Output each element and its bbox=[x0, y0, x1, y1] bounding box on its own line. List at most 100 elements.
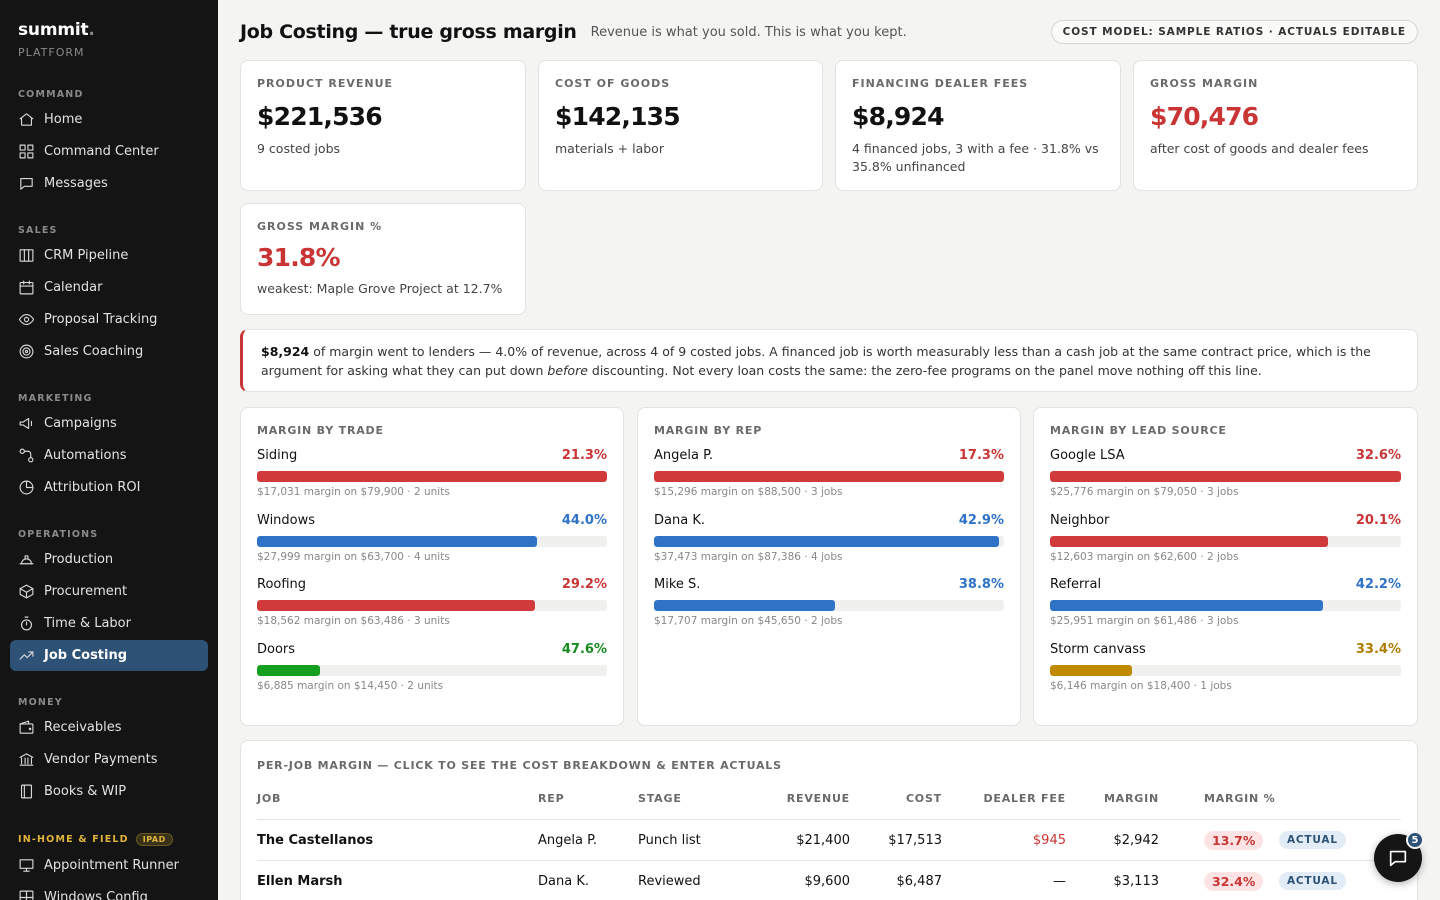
margin-row-detail: $12,603 margin on $62,600 · 2 jobs bbox=[1050, 550, 1239, 563]
sidebar-item-label: CRM Pipeline bbox=[44, 248, 129, 263]
sidebar-item-label: Automations bbox=[44, 448, 127, 463]
margin-bar-fill bbox=[257, 535, 537, 547]
margin-row-name: Referral bbox=[1050, 577, 1102, 592]
box-icon bbox=[19, 584, 34, 599]
kpi-note: materials + labor bbox=[555, 141, 664, 156]
brand-subtitle: PLATFORM bbox=[18, 46, 85, 59]
nav-section-heading: MARKETING bbox=[18, 393, 93, 404]
kpi-value: $142,135 bbox=[555, 102, 681, 131]
job-revenue: $21,400 bbox=[796, 832, 850, 848]
callout-text: of margin went to lenders — 4.0% of reve… bbox=[261, 344, 1371, 378]
kpi-value: 31.8% bbox=[257, 243, 341, 272]
trend-icon bbox=[19, 651, 34, 660]
kpi-product-revenue: PRODUCT REVENUE $221,536 9 costed jobs bbox=[240, 60, 526, 191]
margin-row-detail: $6,146 margin on $18,400 · 1 jobs bbox=[1050, 679, 1232, 692]
sidebar-item-messages[interactable]: Messages bbox=[10, 168, 208, 199]
actual-badge[interactable]: ACTUAL bbox=[1279, 872, 1346, 890]
pie-icon bbox=[19, 480, 34, 495]
margin-row-detail: $25,951 margin on $61,486 · 3 jobs bbox=[1050, 615, 1239, 627]
kpi-label: GROSS MARGIN % bbox=[257, 220, 383, 233]
target-icon bbox=[19, 344, 34, 359]
margin-row-name: Dana K. bbox=[654, 512, 705, 528]
margin-bar-track bbox=[1050, 664, 1401, 676]
margin-bar-track bbox=[1050, 535, 1401, 547]
sidebar-item-command-center[interactable]: Command Center bbox=[10, 136, 208, 167]
sidebar-item-appointment-runner[interactable]: Appointment Runner bbox=[10, 850, 208, 881]
margin-bar-fill bbox=[1050, 471, 1401, 482]
sidebar-item-label: Time & Labor bbox=[44, 616, 131, 631]
margin-row: Doors 47.6% $6,885 margin on $14,450 · 2 u… bbox=[257, 642, 607, 707]
sidebar-item-automations[interactable]: Automations bbox=[10, 440, 208, 471]
margin-row: Storm canvass 33.4% $6,146 margin on $18,4… bbox=[1050, 642, 1401, 707]
margin-row: Mike S. 38.8% $17,707 margin on $45,650 · … bbox=[654, 577, 1004, 642]
callout-text-end: discounting. Not every loan costs the sa… bbox=[587, 363, 1262, 378]
sidebar-item-campaigns[interactable]: Campaigns bbox=[10, 408, 208, 439]
margin-by-lead-source-panel: MARGIN BY LEAD SOURCE Google LSA 32.6% $25… bbox=[1033, 407, 1418, 726]
panel-title: MARGIN BY TRADE bbox=[257, 424, 384, 437]
margin-row-name: Mike S. bbox=[654, 577, 701, 592]
sidebar-item-crm-pipeline[interactable]: CRM Pipeline bbox=[10, 240, 208, 271]
margin-row-detail: $37,473 margin on $87,386 · 4 jobs bbox=[654, 550, 843, 563]
column-header[interactable]: REVENUE bbox=[786, 792, 850, 805]
column-header[interactable]: COST bbox=[905, 792, 942, 805]
sidebar-item-production[interactable]: Production bbox=[10, 544, 208, 575]
sidebar-item-books-wip[interactable]: Books & WIP bbox=[10, 776, 208, 807]
margin-row-name: Roofing bbox=[257, 577, 307, 592]
sidebar-item-procurement[interactable]: Procurement bbox=[10, 576, 208, 607]
margin-row-percent: 42.2% bbox=[1355, 577, 1401, 592]
job-name: Ellen Marsh bbox=[257, 873, 343, 889]
table-row[interactable]: Ellen Marsh Dana K. Reviewed $9,600 $6,487 — $… bbox=[257, 861, 1401, 900]
margin-bar-track bbox=[654, 471, 1004, 482]
sidebar-item-time-labor[interactable]: Time & Labor bbox=[10, 608, 208, 639]
margin-bar-fill bbox=[654, 471, 1004, 482]
kpi-note: 9 costed jobs bbox=[257, 141, 341, 156]
column-header[interactable]: MARGIN bbox=[1103, 792, 1159, 805]
margin-row-percent: 47.6% bbox=[561, 641, 607, 657]
page-header: Job Costing — true gross margin Revenue … bbox=[240, 18, 1418, 46]
kpi-gross-margin-percent: GROSS MARGIN % 31.8% weakest: Maple Grov… bbox=[240, 203, 526, 315]
margin-row: Roofing 29.2% $18,562 margin on $63,486 · … bbox=[257, 577, 607, 642]
job-revenue: $9,600 bbox=[804, 873, 851, 889]
job-cost: $17,513 bbox=[888, 832, 942, 848]
column-header[interactable]: STAGE bbox=[638, 792, 682, 805]
actual-badge[interactable]: ACTUAL bbox=[1279, 831, 1346, 849]
margin-row: Angela P. 17.3% $15,296 margin on $88,500 … bbox=[654, 448, 1004, 513]
wallet-icon bbox=[19, 720, 34, 734]
main-content: Job Costing — true gross margin Revenue … bbox=[218, 0, 1440, 900]
hardhat-icon bbox=[19, 555, 34, 565]
brand-logo[interactable]: summit. bbox=[18, 20, 95, 40]
presentation-icon bbox=[19, 859, 34, 872]
margin-row-percent: 38.8% bbox=[958, 577, 1004, 592]
callout-amount: $8,924 bbox=[261, 344, 310, 359]
sidebar-item-receivables[interactable]: Receivables bbox=[10, 712, 208, 743]
sidebar-item-job-costing[interactable]: Job Costing bbox=[10, 640, 208, 671]
margin-row-detail: $17,707 margin on $45,650 · 2 jobs bbox=[654, 615, 843, 627]
margin-bar-fill bbox=[654, 535, 1000, 547]
sidebar-item-home[interactable]: Home bbox=[10, 104, 208, 135]
column-header[interactable]: DEALER FEE bbox=[983, 792, 1066, 805]
megaphone-icon bbox=[19, 417, 33, 430]
column-header[interactable]: JOB bbox=[257, 792, 282, 805]
sidebar-item-proposal-tracking[interactable]: Proposal Tracking bbox=[10, 304, 208, 335]
margin-row: Google LSA 32.6% $25,776 margin on $79,050… bbox=[1050, 448, 1401, 513]
sidebar-item-windows-config[interactable]: Windows Config bbox=[10, 882, 208, 900]
column-header[interactable]: MARGIN % bbox=[1204, 792, 1276, 805]
margin-row: Windows 44.0% $27,999 margin on $63,700 · … bbox=[257, 513, 607, 578]
kpi-gross-margin: GROSS MARGIN $70,476 after cost of goods… bbox=[1133, 60, 1418, 191]
sidebar-nav: COMMAND Home Command Center Messages SALES CR… bbox=[0, 89, 218, 900]
kpi-cost-of-goods: COST OF GOODS $142,135 materials + labor bbox=[538, 60, 823, 191]
window-icon bbox=[19, 890, 34, 900]
sidebar-item-calendar[interactable]: Calendar bbox=[10, 272, 208, 303]
margin-row-percent: 20.1% bbox=[1355, 512, 1401, 528]
cost-model-pill[interactable]: COST MODEL: SAMPLE RATIOS · ACTUALS EDIT… bbox=[1050, 20, 1418, 44]
table-row[interactable]: The Castellanos Angela P. Punch list $21,40… bbox=[257, 820, 1401, 861]
margin-row-detail: $6,885 margin on $14,450 · 2 units bbox=[257, 679, 444, 692]
column-header[interactable]: REP bbox=[538, 792, 565, 805]
eye-icon bbox=[18, 313, 35, 326]
sidebar-item-attribution-roi[interactable]: Attribution ROI bbox=[10, 472, 208, 503]
margin-row-name: Windows bbox=[257, 512, 316, 528]
sidebar-item-sales-coaching[interactable]: Sales Coaching bbox=[10, 336, 208, 367]
stopwatch-icon bbox=[20, 616, 33, 631]
sidebar-item-label: Vendor Payments bbox=[44, 752, 158, 767]
sidebar-item-vendor-payments[interactable]: Vendor Payments bbox=[10, 744, 208, 775]
